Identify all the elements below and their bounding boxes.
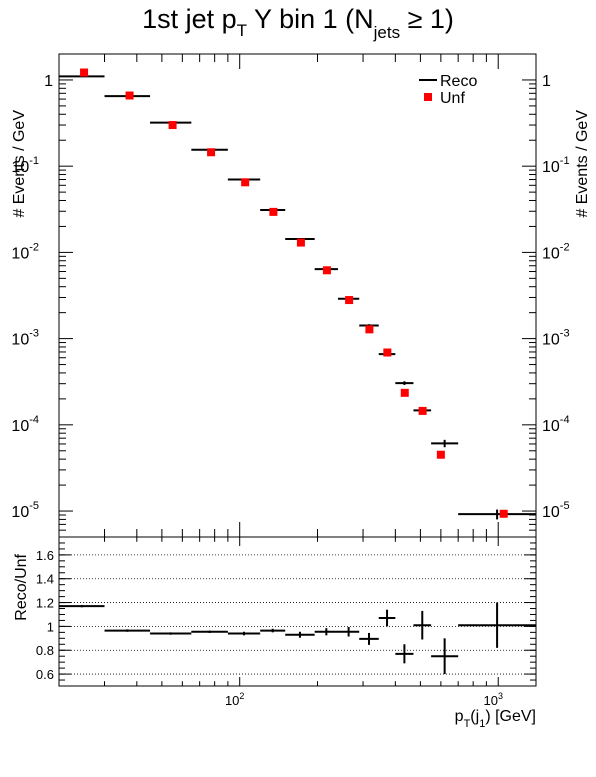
unf-point (241, 178, 250, 187)
main-y-tick-label: 10-2 (11, 241, 39, 262)
main-y-tick-label-right: 10-5 (542, 500, 570, 521)
ratio-y-tick-label: 1.2 (36, 596, 54, 611)
unf-point (345, 296, 354, 305)
unf-point (125, 91, 134, 100)
x-axis-label: pT(j1) [GeV] (455, 708, 536, 730)
unf-point (436, 450, 445, 459)
x-tick-label: 103 (483, 691, 502, 708)
unf-point (400, 388, 409, 397)
ratio-y-axis-label: Reco/Unf (13, 553, 30, 620)
legend-unf-label: Unf (440, 90, 465, 107)
x-tick-label: 102 (225, 691, 244, 708)
unf-point (499, 509, 508, 518)
unf-point (365, 325, 374, 334)
ratio-data-layer (59, 602, 536, 675)
main-plot-panel: 10-5 10-5 10-4 10-4 10-3 10-3 10-2 10-2 10-1 10-1… (11, 53, 591, 538)
main-axis-ticks: 10-5 10-5 10-4 10-4 10-3 10-3 10-2 10-2 10-1 10-1… (11, 53, 570, 537)
unf-point (80, 68, 89, 77)
main-y-tick-label-right: 10-4 (542, 414, 570, 435)
legend-reco-label: Reco (440, 73, 477, 90)
main-plot-frame (58, 53, 537, 538)
ratio-y-tick-label: 1.4 (36, 572, 54, 587)
main-y-tick-label-right: 10-2 (542, 241, 570, 262)
main-y-tick-label: 1 (44, 73, 53, 90)
main-y-tick-label: 10-1 (11, 155, 39, 176)
ratio-plot-frame (58, 536, 537, 687)
ratio-plot-panel: 0.6 0.8 1 1.2 1.4 1.6 102 103 Reco/Unf pT(j1) [… (13, 536, 537, 730)
main-y-axis-label-left: # Events / GeV (11, 110, 28, 218)
ratio-y-tick-label: 1.6 (36, 548, 54, 563)
main-y-tick-label: 10-5 (11, 500, 39, 521)
unf-point (296, 238, 305, 247)
main-y-tick-label: 10-4 (11, 414, 39, 435)
unf-point (207, 148, 216, 157)
ratio-y-tick-label: 0.6 (36, 667, 54, 682)
main-data-layer (59, 68, 536, 520)
ratio-y-tick-label: 1 (47, 619, 54, 634)
ratio-gridlines (59, 554, 536, 675)
main-y-axis-label-right: # Events / GeV (574, 110, 591, 218)
main-y-tick-label-right: 1 (542, 73, 551, 90)
ratio-axis-ticks: 0.6 0.8 1 1.2 1.4 1.6 102 103 (36, 536, 536, 708)
main-y-tick-label-right: 10-3 (542, 328, 570, 349)
main-y-tick-label-right: 10-1 (542, 155, 570, 176)
unf-point (322, 266, 331, 275)
unf-point (418, 406, 427, 415)
unf-point (383, 348, 392, 357)
unf-point (168, 121, 177, 130)
unf-point (269, 207, 278, 216)
legend: Reco Unf (419, 73, 477, 107)
main-y-tick-label: 10-3 (11, 328, 39, 349)
ratio-y-tick-label: 0.8 (36, 643, 54, 658)
chart-title: 1st jet pT Y bin 1 (Njets ≥ 1) (142, 4, 454, 42)
legend-unf-marker (424, 93, 432, 101)
